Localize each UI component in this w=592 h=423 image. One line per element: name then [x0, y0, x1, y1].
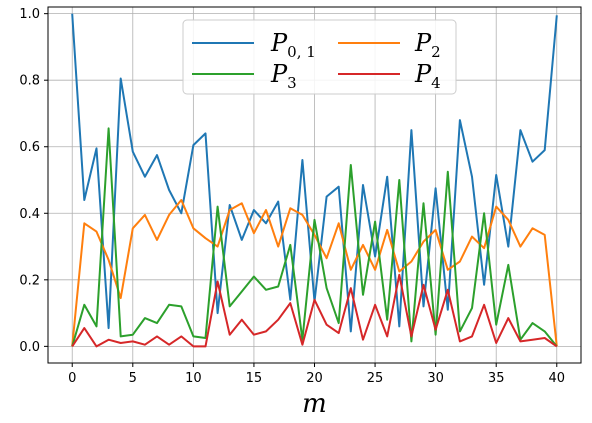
y-tick-label: 1.0	[19, 7, 40, 22]
y-tick-label: 0.4	[19, 207, 40, 222]
x-tick-label: 0	[68, 371, 76, 386]
x-axis-ticks: 0 5 10 15 20 25 30 35 40	[68, 363, 565, 386]
x-tick-label: 35	[488, 371, 505, 386]
x-tick-label: 40	[548, 371, 565, 386]
series-line-1	[71, 199, 558, 347]
y-tick-label: 0.0	[19, 340, 40, 355]
x-tick-label: 25	[367, 371, 384, 386]
x-axis-label: m	[302, 389, 327, 419]
x-tick-label: 10	[185, 371, 202, 386]
y-tick-label: 0.8	[19, 74, 40, 89]
series-line-3	[71, 273, 558, 348]
legend-box	[182, 19, 457, 95]
x-tick-label: 30	[427, 371, 444, 386]
x-tick-label: 15	[246, 371, 263, 386]
y-tick-label: 0.2	[19, 273, 40, 288]
y-tick-label: 0.6	[19, 140, 40, 155]
y-axis-ticks: 0.0 0.2 0.4 0.6 0.8 1.0	[19, 7, 48, 355]
series-line-2	[71, 127, 558, 348]
x-tick-label: 5	[129, 371, 137, 386]
series-lines	[71, 13, 558, 348]
x-tick-label: 20	[306, 371, 323, 386]
